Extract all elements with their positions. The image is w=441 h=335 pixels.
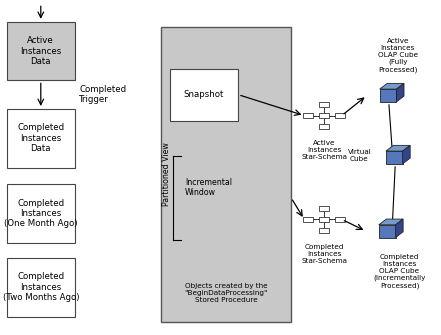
Text: Incremental
Window: Incremental Window	[185, 178, 232, 197]
Bar	[161, 27, 291, 322]
Bar	[335, 217, 345, 222]
Bar	[303, 217, 313, 222]
Bar	[7, 109, 75, 168]
Polygon shape	[396, 219, 403, 238]
Text: Completed
Instances
(One Month Ago): Completed Instances (One Month Ago)	[4, 199, 78, 228]
Bar	[7, 22, 75, 80]
Text: Completed
Instances
OLAP Cube
(Incrementally
Processed): Completed Instances OLAP Cube (Increment…	[374, 254, 426, 289]
Text: Active
Instances
Data: Active Instances Data	[20, 36, 61, 66]
Bar	[319, 228, 329, 233]
Polygon shape	[380, 83, 404, 89]
Text: Partitioned View: Partitioned View	[162, 142, 171, 206]
Polygon shape	[379, 219, 403, 225]
Bar	[303, 113, 313, 118]
Polygon shape	[379, 225, 396, 238]
Bar	[319, 102, 329, 107]
Text: Active
Instances
OLAP Cube
(Fully
Processed): Active Instances OLAP Cube (Fully Proces…	[378, 38, 418, 73]
Polygon shape	[386, 151, 403, 164]
Bar	[7, 258, 75, 317]
Text: Completed
Instances
Data: Completed Instances Data	[17, 123, 64, 153]
Text: Objects created by the
"BeginDataProcessing"
Stored Procedure: Objects created by the "BeginDataProcess…	[184, 283, 268, 303]
Bar	[319, 217, 329, 222]
Text: Active
Instances
Star-Schema: Active Instances Star-Schema	[301, 140, 347, 160]
Bar	[7, 184, 75, 243]
Text: Snapshot: Snapshot	[184, 90, 224, 99]
Bar	[319, 113, 329, 118]
Bar	[319, 124, 329, 129]
Bar	[170, 69, 238, 121]
Bar	[335, 113, 345, 118]
Polygon shape	[396, 83, 404, 102]
Polygon shape	[380, 89, 396, 102]
Polygon shape	[403, 145, 410, 164]
Polygon shape	[386, 145, 410, 151]
Text: Virtual
Cube: Virtual Cube	[348, 149, 371, 162]
Text: Completed
Instances
(Two Months Ago): Completed Instances (Two Months Ago)	[3, 272, 79, 302]
Text: Completed
Instances
Star-Schema: Completed Instances Star-Schema	[301, 244, 347, 264]
Text: Completed
Trigger: Completed Trigger	[79, 85, 127, 104]
Bar	[319, 206, 329, 211]
